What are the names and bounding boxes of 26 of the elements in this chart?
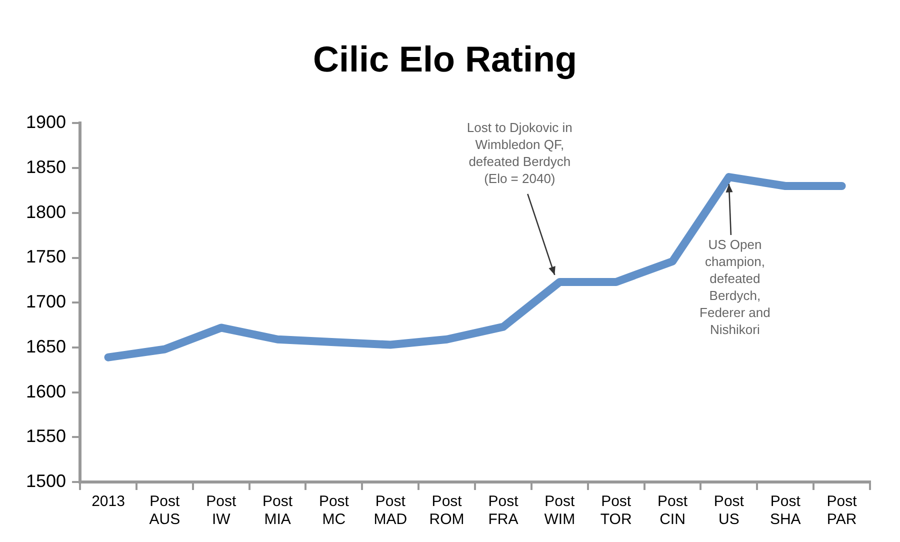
y-tick-label: 1750 <box>26 246 66 267</box>
x-tick-label: Post AUS <box>149 493 181 528</box>
annotation: Lost to Djokovic in Wimbledon QF, defeated Berdych (Elo = 2040) <box>466 120 572 186</box>
y-tick-label: 1800 <box>26 202 66 222</box>
x-tick-label: Post WIM <box>544 493 576 528</box>
x-tick-label: Post MC <box>318 493 350 528</box>
y-tick-label: 1900 <box>26 112 66 132</box>
x-tick-label: Post SHA <box>770 493 802 528</box>
x-tick-label: Post CIN <box>658 493 688 528</box>
y-tick-label: 1650 <box>26 336 66 356</box>
y-tick-label: 1600 <box>26 381 66 402</box>
chart-title: Cilic Elo Rating <box>312 38 578 80</box>
x-tick-label: 2013 <box>92 493 125 510</box>
y-tick-label: 1500 <box>26 470 66 491</box>
x-tick-label: Post FRA <box>488 493 520 528</box>
annotation: US Open champion, defeated Berdych, Federer and Nishikori <box>700 237 770 338</box>
x-tick-label: Post TOR <box>600 493 632 528</box>
x-tick-label: Post ROM <box>429 493 464 528</box>
x-tick-label: Post PAR <box>826 493 858 528</box>
x-tick-label: Post US <box>714 493 745 528</box>
y-tick-label: 1550 <box>26 426 66 446</box>
x-tick-label: Post IW <box>206 493 237 528</box>
x-tick-label: Post MAD <box>374 493 408 528</box>
x-tick-label: Post MIA <box>262 493 294 528</box>
y-tick-label: 1850 <box>26 157 66 178</box>
y-tick-label: 1700 <box>26 292 66 312</box>
